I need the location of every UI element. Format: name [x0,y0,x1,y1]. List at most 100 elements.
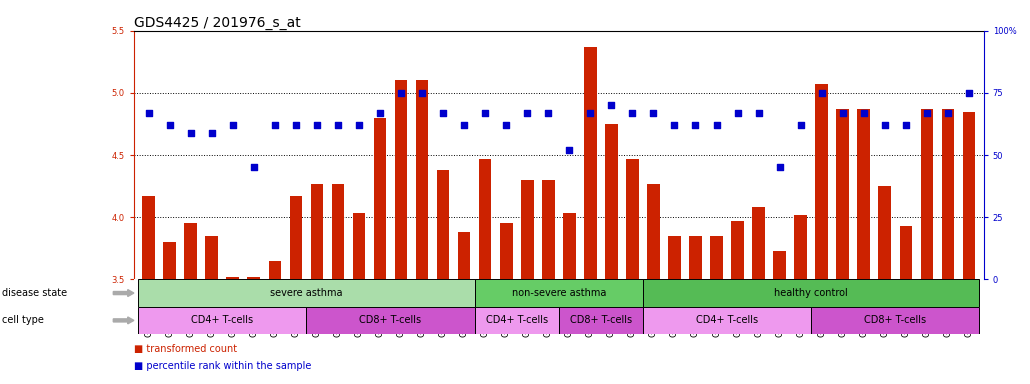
Point [604,102,620,108]
Bar [794,215,806,280]
Bar [475,307,558,334]
Bar [941,109,954,280]
Text: CD4+ T-cells: CD4+ T-cells [486,315,548,325]
Point [939,110,956,116]
Point [414,90,431,96]
Bar [558,307,643,334]
Point [140,110,157,116]
Text: severe asthma: severe asthma [270,288,343,298]
Point [856,110,872,116]
Bar [306,307,475,334]
Bar [479,159,491,280]
Point [351,122,368,128]
Point [877,122,893,128]
Bar [457,232,471,280]
Point [330,122,346,128]
Text: CD4+ T-cells: CD4+ T-cells [696,315,758,325]
Bar [731,221,744,280]
Bar [500,223,513,280]
Text: CD8+ T-cells: CD8+ T-cells [570,315,631,325]
Bar [812,307,980,334]
Point [897,122,914,128]
Bar [205,236,218,280]
Point [645,110,661,116]
Bar [816,84,828,280]
Point [372,110,388,116]
Bar [332,184,344,280]
Bar [521,180,534,280]
Text: ■ percentile rank within the sample: ■ percentile rank within the sample [134,361,311,371]
Point [687,122,703,128]
Point [267,122,283,128]
Bar [668,236,681,280]
Bar [247,277,261,280]
Text: healthy control: healthy control [775,288,848,298]
Point [245,164,262,170]
Point [435,110,451,116]
Point [519,110,536,116]
Bar [416,81,428,280]
Bar [475,280,643,307]
Bar [879,186,891,280]
Bar [311,184,323,280]
Bar [643,307,812,334]
Bar [138,307,306,334]
Bar [584,47,596,280]
Bar [963,111,975,280]
Text: CD4+ T-cells: CD4+ T-cells [192,315,253,325]
Point [497,122,514,128]
Bar [289,196,302,280]
Bar [227,277,239,280]
Point [961,90,977,96]
Point [750,110,766,116]
Bar [857,109,870,280]
Text: disease state: disease state [2,288,67,298]
Bar [647,184,660,280]
Bar [626,159,639,280]
Bar [269,261,281,280]
Bar [563,214,576,280]
Point [709,122,725,128]
Text: CD8+ T-cells: CD8+ T-cells [864,315,926,325]
Bar [142,196,154,280]
Point [540,110,556,116]
Text: cell type: cell type [2,315,44,325]
Point [204,129,220,136]
Point [561,147,578,153]
Point [309,122,325,128]
Point [834,110,851,116]
Point [771,164,788,170]
Bar [689,236,701,280]
Point [582,110,598,116]
Point [666,122,683,128]
Point [392,90,409,96]
Point [814,90,830,96]
Point [225,122,241,128]
Bar [542,180,554,280]
Bar [605,124,618,280]
Bar [774,251,786,280]
Bar [437,170,449,280]
Point [792,122,809,128]
Point [477,110,493,116]
Text: ■ transformed count: ■ transformed count [134,344,237,354]
Text: CD8+ T-cells: CD8+ T-cells [359,315,421,325]
Bar [711,236,723,280]
Point [182,129,199,136]
Text: non-severe asthma: non-severe asthma [512,288,606,298]
Bar [836,109,849,280]
Text: GDS4425 / 201976_s_at: GDS4425 / 201976_s_at [134,16,301,30]
Point [456,122,473,128]
Bar [374,118,386,280]
Bar [899,226,913,280]
Bar [394,81,407,280]
Bar [164,242,176,280]
Point [729,110,746,116]
Point [287,122,304,128]
Bar [752,207,765,280]
Point [624,110,641,116]
Bar [643,280,980,307]
Point [919,110,935,116]
Bar [352,214,366,280]
Point [162,122,178,128]
